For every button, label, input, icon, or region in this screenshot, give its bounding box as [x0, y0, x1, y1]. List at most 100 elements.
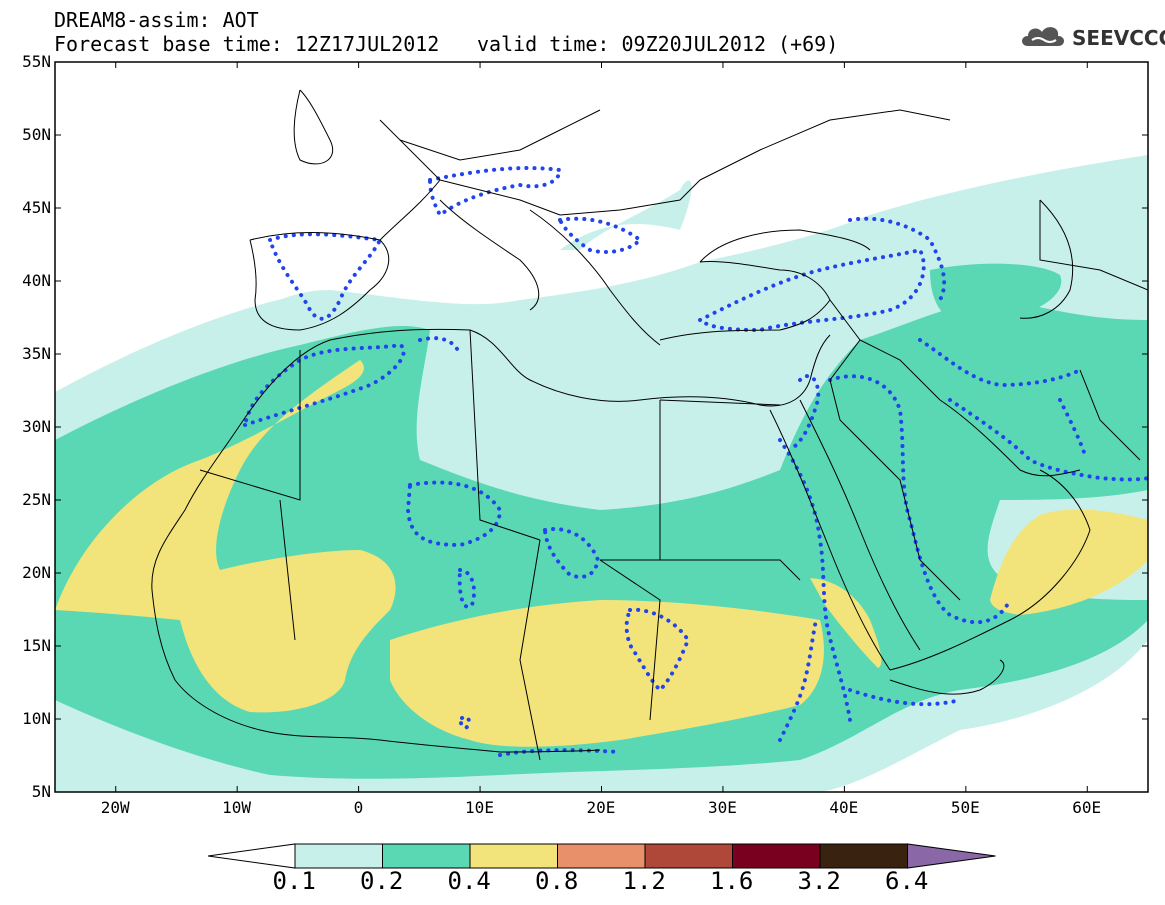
contour-levant: [788, 374, 821, 452]
aot-patch-balkans: [560, 180, 692, 250]
coast-balkans: [529, 209, 661, 346]
coast-uk: [293, 89, 334, 165]
coast-iberia: [249, 232, 390, 331]
lat-label: 45N: [22, 198, 51, 217]
colorbar-label: 0.4: [447, 867, 491, 895]
lat-label: 5N: [31, 782, 51, 801]
lat-label: 55N: [22, 52, 51, 71]
coast-gulf: [939, 399, 1081, 477]
lat-label: 25N: [22, 490, 51, 509]
colorbar-label: 0.1: [272, 867, 316, 895]
border-europe-2: [439, 179, 561, 216]
contour-anatolia: [698, 247, 926, 333]
coast-caspian: [1019, 199, 1074, 319]
logo-text: SEEVCCC: [1072, 26, 1165, 50]
contour-iran: [918, 338, 1082, 388]
lon-label: 0: [353, 798, 364, 817]
aot-patch-iberia: [250, 290, 330, 320]
contour-alps: [428, 166, 563, 218]
colorbar-segment: [819, 843, 908, 869]
border-sahel-2: [519, 539, 541, 761]
aot-fields: [55, 89, 1148, 792]
contour-iran-east: [1058, 398, 1087, 457]
coast-arabia-south: [889, 469, 1091, 671]
coast-black-sea: [699, 229, 871, 263]
coast-italy: [439, 199, 540, 311]
colorbar-label: 0.2: [360, 867, 404, 895]
lon-label: 30E: [707, 798, 737, 817]
colorbar-label: 1.6: [710, 867, 754, 895]
contour-tunisia: [418, 336, 462, 357]
aot-arabia-east: [990, 509, 1148, 615]
lat-label: 40N: [22, 271, 51, 290]
lon-label: 10E: [465, 798, 494, 817]
border-sahel-1: [279, 499, 296, 641]
lon-label: 20W: [100, 798, 130, 817]
axis-ticks: [55, 61, 1148, 793]
border-egypt: [659, 399, 781, 406]
colorbar-label: 0.8: [535, 867, 579, 895]
coastlines: [151, 89, 1148, 761]
contour-caspian: [848, 216, 947, 302]
border-iran-afg: [1039, 200, 1148, 291]
contour-iberia: [268, 232, 384, 321]
lon-label: 50E: [950, 798, 980, 817]
colorbar-high-arrow: [907, 843, 996, 869]
lat-label: 50N: [22, 125, 51, 144]
seevccc-logo: SEEVCCC: [1018, 20, 1165, 60]
coast-west-africa: [151, 424, 601, 753]
contour-horn: [848, 688, 962, 707]
border-europe-1: [399, 109, 601, 161]
coast-horn: [889, 659, 1005, 695]
border-sahel-3: [599, 559, 661, 721]
aot-patch-caspian: [930, 263, 1062, 330]
border-sahara-1: [199, 350, 301, 501]
contour-nigeria: [458, 715, 471, 731]
aot-red-sea: [810, 578, 882, 668]
border-mideast-1: [829, 299, 941, 401]
border-europe-3: [559, 179, 701, 216]
lat-label: 20N: [22, 563, 51, 582]
lat-label: 30N: [22, 417, 51, 436]
contour-libya: [543, 527, 601, 579]
lat-ticks: [55, 61, 1148, 793]
colorbar-segment: [382, 843, 471, 869]
border-mideast-2: [829, 339, 861, 421]
coast-levant: [809, 334, 831, 381]
colorbar-segment: [469, 843, 558, 869]
contour-arabia-west: [778, 438, 852, 722]
lat-label: 15N: [22, 636, 51, 655]
coast-red-sea-west: [769, 409, 891, 671]
coast-north-africa: [239, 328, 811, 426]
forecast-base-time: Forecast base time: 12Z17JUL2012: [54, 32, 440, 56]
colorbar: [207, 843, 996, 869]
lon-label: 20E: [586, 798, 616, 817]
coast-red-sea-east: [799, 399, 921, 651]
colorbar-low-arrow: [207, 843, 296, 869]
contour-algeria: [405, 480, 503, 548]
border-russia: [699, 109, 951, 181]
colorbar-label: 1.2: [622, 867, 666, 895]
aot-sahel-central: [390, 600, 824, 747]
border-arabia: [839, 419, 961, 601]
lon-label: 10W: [222, 798, 252, 817]
cloud-icon: [1022, 27, 1064, 46]
colorbar-segment: [557, 843, 646, 869]
border-sudan: [660, 559, 801, 581]
contour-east-africa: [778, 618, 818, 742]
lon-label: 60E: [1072, 798, 1102, 817]
lon-ticks: [115, 62, 1088, 792]
map-title: DREAM8-assim: AOT: [54, 8, 259, 32]
border-pakistan: [1079, 369, 1141, 461]
lat-label: 10N: [22, 709, 51, 728]
colorbar-label: 6.4: [885, 867, 929, 895]
colorbar-segment: [732, 843, 821, 869]
contour-tibesti: [457, 568, 477, 609]
colorbar-segment: [644, 843, 733, 869]
aot-sahara-west: [55, 360, 396, 713]
valid-time: valid time: 09Z20JUL2012 (+69): [477, 32, 839, 56]
border-sahara-2: [469, 329, 541, 541]
colorbar-segment: [294, 843, 383, 869]
lat-label: 35N: [22, 344, 51, 363]
